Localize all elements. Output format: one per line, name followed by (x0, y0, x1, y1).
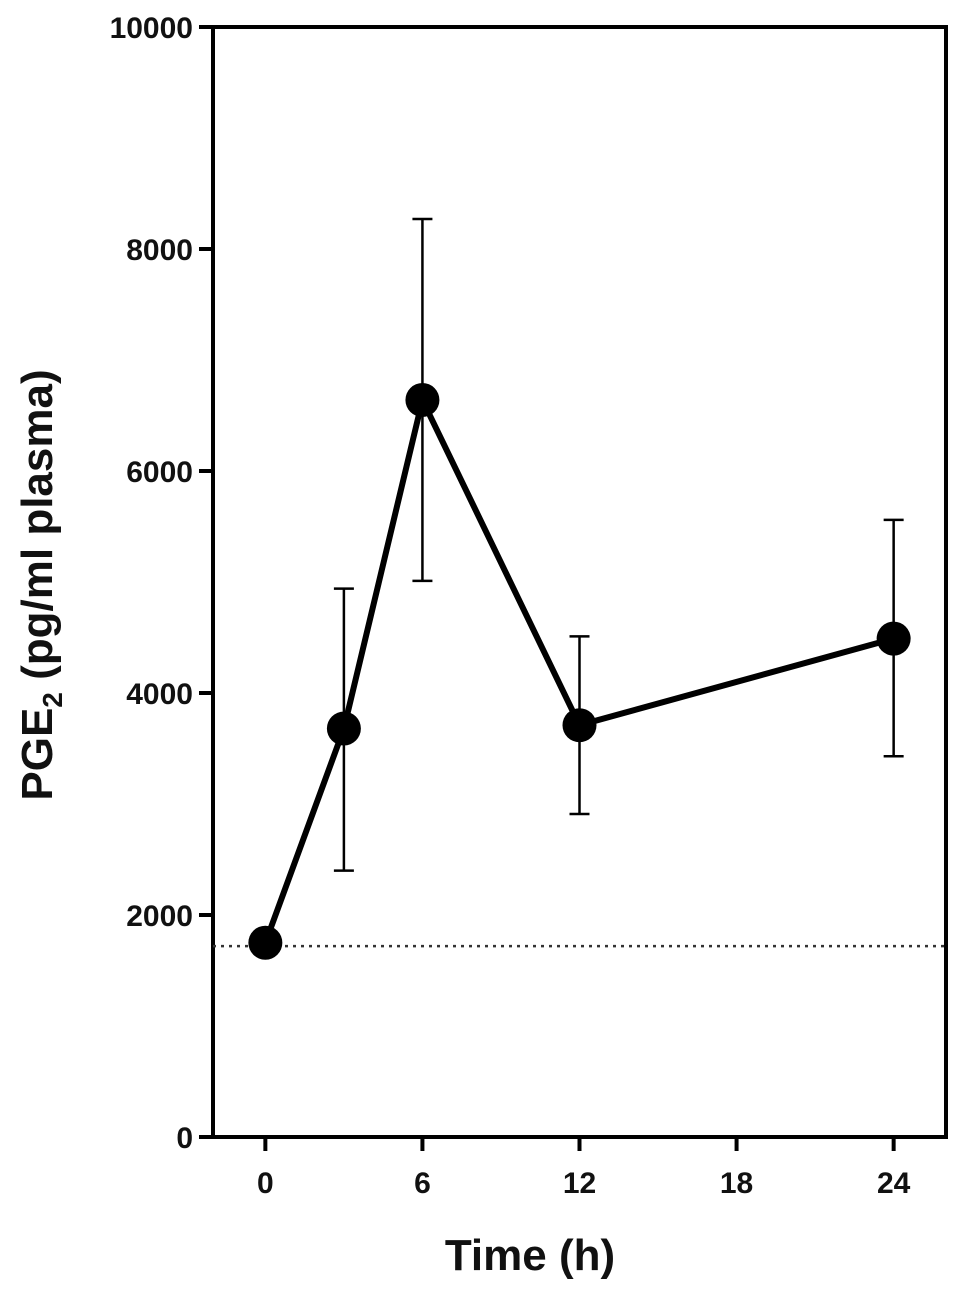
data-point (562, 708, 597, 743)
data-point (405, 382, 440, 417)
y-tick-label: 0 (176, 1122, 193, 1155)
data-point (326, 711, 361, 746)
x-tick-label: 6 (414, 1167, 431, 1200)
y-axis-title-suffix: (pg/ml plasma) (13, 369, 62, 692)
x-axis-title: Time (h) (445, 1231, 615, 1280)
y-axis-title: PGE2 (pg/ml plasma) (13, 369, 68, 800)
plot-frame (211, 25, 948, 1139)
tick-labels: 0 2000 4000 6000 8000 10000 0 6 12 18 24 (110, 12, 911, 1200)
x-tick-label: 0 (257, 1167, 274, 1200)
y-tick-label: 8000 (126, 234, 193, 267)
markers (248, 382, 911, 960)
x-tick-label: 24 (877, 1167, 911, 1200)
y-tick-label: 4000 (126, 678, 193, 711)
y-tick-label: 6000 (126, 456, 193, 489)
axes (199, 25, 948, 1151)
y-axis-title-subscript: 2 (37, 692, 68, 708)
data-point (248, 925, 283, 960)
y-axis-title-prefix: PGE (13, 708, 62, 801)
y-tick-label: 10000 (110, 12, 193, 45)
y-tick-label: 2000 (126, 900, 193, 933)
x-tick-label: 12 (563, 1167, 596, 1200)
x-tick-label: 18 (720, 1167, 753, 1200)
error-bars (333, 217, 904, 872)
data-point (876, 621, 911, 656)
